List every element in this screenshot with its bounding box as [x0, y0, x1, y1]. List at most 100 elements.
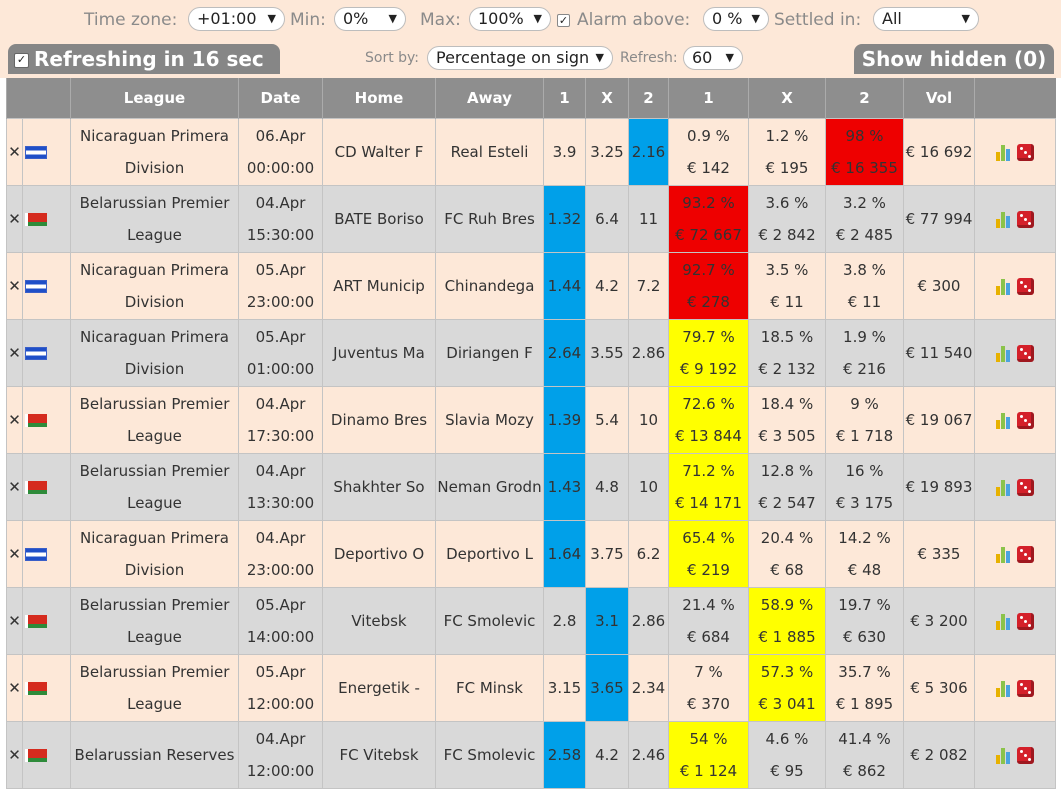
- header-home[interactable]: Home: [322, 78, 436, 119]
- min-select[interactable]: 0% ▼: [334, 7, 406, 31]
- hide-row-button[interactable]: ✕: [6, 654, 23, 722]
- odds-1: 3.9: [543, 118, 586, 186]
- away-team[interactable]: Chinandega: [435, 252, 544, 320]
- timezone-select[interactable]: +01:00 ▼: [188, 7, 285, 31]
- bar-chart-icon[interactable]: [996, 345, 1011, 362]
- league-name: Belarussian Premier: [79, 194, 230, 212]
- league-name-line2: League: [127, 226, 182, 244]
- league-name: Nicaraguan Primera: [80, 529, 229, 547]
- hide-row-button[interactable]: ✕: [6, 453, 23, 521]
- alarm-label: Alarm above:: [577, 10, 691, 30]
- away-team[interactable]: Diriangen F: [435, 319, 544, 387]
- header-pct-1[interactable]: 1: [668, 78, 749, 119]
- home-team[interactable]: Deportivo O: [322, 520, 436, 588]
- refresh-checkbox[interactable]: ✓: [14, 53, 29, 68]
- pct-2: 3.2 %: [843, 194, 886, 212]
- header-league[interactable]: League: [70, 78, 239, 119]
- dice-icon[interactable]: [1017, 680, 1034, 697]
- alarm-checkbox[interactable]: ✓: [557, 14, 570, 27]
- away-team[interactable]: FC Smolevic: [435, 587, 544, 655]
- dice-icon[interactable]: [1017, 278, 1034, 295]
- odds-2: 2.16: [628, 118, 669, 186]
- dice-icon[interactable]: [1017, 345, 1034, 362]
- bar-chart-icon[interactable]: [996, 613, 1011, 630]
- odds-1: 2.58: [543, 721, 586, 789]
- settled-select[interactable]: All ▼: [873, 7, 979, 31]
- dice-icon[interactable]: [1017, 613, 1034, 630]
- header-odds-x[interactable]: X: [585, 78, 629, 119]
- sort-select[interactable]: Percentage on sign ▼: [427, 46, 613, 70]
- total-volume: € 19 067: [903, 386, 975, 454]
- home-team[interactable]: ART Municip: [322, 252, 436, 320]
- actions-cell: [974, 654, 1056, 722]
- dice-icon[interactable]: [1017, 747, 1034, 764]
- hide-row-button[interactable]: ✕: [6, 520, 23, 588]
- header-odds-1[interactable]: 1: [543, 78, 586, 119]
- dice-icon[interactable]: [1017, 479, 1034, 496]
- league-name-line2: Division: [124, 561, 185, 579]
- show-hidden-button[interactable]: Show hidden (0): [854, 44, 1054, 74]
- bar-chart-icon[interactable]: [996, 747, 1011, 764]
- pct-1-cell: 54 % € 1 124: [668, 721, 749, 789]
- alarm-select[interactable]: 0 % ▼: [703, 7, 769, 31]
- dice-icon[interactable]: [1017, 144, 1034, 161]
- hide-row-button[interactable]: ✕: [6, 721, 23, 789]
- bar-chart-icon[interactable]: [996, 144, 1011, 161]
- dice-icon[interactable]: [1017, 211, 1034, 228]
- hide-row-button[interactable]: ✕: [6, 386, 23, 454]
- hide-row-button[interactable]: ✕: [6, 319, 23, 387]
- dice-icon[interactable]: [1017, 546, 1034, 563]
- header-actions: [974, 78, 1056, 119]
- bar-chart-icon[interactable]: [996, 680, 1011, 697]
- pct-1-cell: 71.2 % € 14 171: [668, 453, 749, 521]
- hide-row-button[interactable]: ✕: [6, 252, 23, 320]
- refresh-select[interactable]: 60 ▼: [683, 46, 743, 70]
- date-cell: 05.Apr 12:00:00: [238, 654, 323, 722]
- home-team[interactable]: Juventus Ma: [322, 319, 436, 387]
- league-cell: Belarussian Premier League: [70, 587, 239, 655]
- header-pct-x[interactable]: X: [748, 78, 826, 119]
- bar-chart-icon[interactable]: [996, 479, 1011, 496]
- bar-chart-icon[interactable]: [996, 412, 1011, 429]
- league-name: Belarussian Premier: [79, 395, 230, 413]
- hide-row-button[interactable]: ✕: [6, 587, 23, 655]
- actions-cell: [974, 252, 1056, 320]
- pct-2: 1.9 %: [843, 328, 886, 346]
- away-team[interactable]: FC Ruh Bres: [435, 185, 544, 253]
- home-team[interactable]: Shakhter So: [322, 453, 436, 521]
- away-team[interactable]: Real Esteli: [435, 118, 544, 186]
- home-team[interactable]: Energetik -: [322, 654, 436, 722]
- total-volume: € 77 994: [903, 185, 975, 253]
- pct-1: 79.7 %: [682, 328, 735, 346]
- header-pct-2[interactable]: 2: [825, 78, 904, 119]
- header-vol[interactable]: Vol: [903, 78, 975, 119]
- total-volume: € 3 200: [903, 587, 975, 655]
- bar-chart-icon[interactable]: [996, 278, 1011, 295]
- away-team[interactable]: Neman Grodn: [435, 453, 544, 521]
- bar-chart-icon[interactable]: [996, 211, 1011, 228]
- home-team[interactable]: FC Vitebsk: [322, 721, 436, 789]
- max-select[interactable]: 100% ▼: [469, 7, 551, 31]
- dice-icon[interactable]: [1017, 412, 1034, 429]
- home-team[interactable]: Vitebsk: [322, 587, 436, 655]
- home-team[interactable]: CD Walter F: [322, 118, 436, 186]
- hide-row-button[interactable]: ✕: [6, 185, 23, 253]
- header-odds-2[interactable]: 2: [628, 78, 669, 119]
- home-team[interactable]: BATE Boriso: [322, 185, 436, 253]
- pct-x-cell: 57.3 % € 3 041: [748, 654, 826, 722]
- away-team[interactable]: Deportivo L: [435, 520, 544, 588]
- pct-x: 1.2 %: [765, 127, 809, 145]
- away-team[interactable]: FC Minsk: [435, 654, 544, 722]
- away-team[interactable]: Slavia Mozy: [435, 386, 544, 454]
- volume-2: € 862: [843, 762, 886, 780]
- volume-1: € 13 844: [675, 427, 742, 445]
- bar-chart-icon[interactable]: [996, 546, 1011, 563]
- refreshing-tab[interactable]: ✓ Refreshing in 16 sec: [8, 44, 280, 74]
- home-team[interactable]: Dinamo Bres: [322, 386, 436, 454]
- header-away[interactable]: Away: [435, 78, 544, 119]
- odds-1: 1.44: [543, 252, 586, 320]
- hide-row-button[interactable]: ✕: [6, 118, 23, 186]
- header-date[interactable]: Date: [238, 78, 323, 119]
- away-team[interactable]: FC Smolevic: [435, 721, 544, 789]
- volume-1: € 278: [687, 293, 730, 311]
